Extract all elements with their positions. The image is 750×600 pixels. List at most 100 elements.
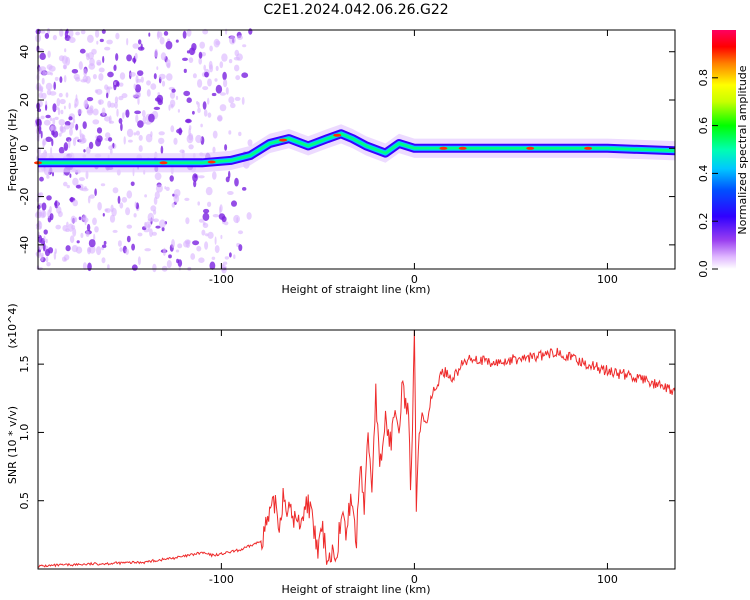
noise-blob — [225, 87, 229, 95]
noise-blob — [59, 28, 64, 37]
noise-blob — [204, 71, 209, 78]
noise-blob — [214, 78, 218, 82]
noise-blob — [118, 118, 123, 124]
noise-blob — [40, 130, 43, 139]
noise-blob — [152, 263, 157, 273]
noise-blob — [75, 123, 79, 131]
noise-blob — [37, 220, 41, 226]
noise-blob — [135, 75, 139, 84]
colorbar-tick-label: 0.6 — [697, 117, 710, 135]
noise-blob — [49, 117, 53, 122]
noise-blob — [176, 128, 183, 134]
noise-blob — [88, 63, 96, 70]
noise-blob — [234, 96, 241, 101]
noise-blob — [119, 202, 124, 209]
noise-blob — [171, 88, 176, 93]
y-tick-label: 20 — [18, 93, 31, 107]
ridge-hotspot — [279, 138, 288, 142]
noise-blob — [134, 201, 137, 208]
noise-blob — [186, 28, 192, 37]
noise-blob — [227, 191, 234, 195]
noise-blob — [126, 224, 133, 229]
noise-blob — [197, 107, 201, 114]
noise-blob — [126, 235, 131, 243]
noise-blob — [177, 259, 183, 267]
noise-blob — [207, 97, 210, 105]
noise-blob — [233, 56, 240, 61]
spectrogram-xlabel: Height of straight line (km) — [281, 283, 430, 296]
noise-blob — [203, 208, 210, 214]
noise-blob — [168, 254, 172, 259]
noise-blob — [45, 249, 50, 257]
noise-blob — [116, 81, 120, 87]
noise-blob — [72, 177, 79, 186]
noise-blob — [241, 72, 249, 78]
noise-blob — [185, 119, 191, 123]
noise-blob — [138, 145, 143, 152]
noise-blob — [77, 108, 83, 115]
noise-blob — [54, 116, 59, 120]
noise-blob — [107, 71, 114, 78]
noise-blob — [174, 193, 178, 199]
noise-blob — [215, 84, 223, 94]
noise-blob — [59, 98, 66, 105]
noise-blob — [222, 261, 228, 265]
noise-blob — [68, 102, 71, 110]
noise-blob — [229, 252, 232, 258]
noise-blob — [49, 213, 54, 221]
noise-blob — [198, 51, 203, 59]
noise-blob — [209, 45, 213, 52]
noise-blob — [107, 264, 110, 270]
noise-blob — [87, 52, 95, 60]
noise-blob — [219, 92, 226, 96]
noise-blob — [169, 91, 176, 99]
noise-blob — [95, 138, 102, 147]
noise-blob — [215, 65, 219, 71]
noise-blob — [225, 176, 230, 183]
noise-blob — [199, 41, 205, 49]
noise-blob — [102, 213, 105, 217]
noise-blob — [229, 35, 236, 45]
noise-blob — [231, 200, 237, 207]
noise-blob — [54, 76, 59, 81]
noise-blob — [129, 72, 136, 77]
noise-blob — [109, 102, 116, 108]
noise-blob — [55, 106, 59, 110]
noise-blob — [83, 149, 86, 153]
noise-blob — [155, 184, 163, 193]
noise-blob — [155, 225, 161, 229]
noise-blob — [219, 204, 223, 213]
noise-blob — [202, 101, 207, 110]
noise-blob — [204, 241, 209, 250]
noise-blob — [228, 170, 231, 179]
noise-blob — [188, 144, 194, 150]
noise-blob — [125, 109, 130, 118]
noise-blob — [224, 256, 230, 260]
noise-blob — [96, 40, 99, 45]
noise-blob — [75, 31, 80, 36]
noise-blob — [127, 139, 133, 143]
noise-blob — [41, 202, 47, 211]
noise-blob — [147, 223, 151, 231]
noise-blob — [126, 54, 132, 62]
noise-blob — [130, 181, 135, 187]
noise-blob — [175, 249, 180, 253]
noise-blob — [171, 202, 175, 208]
noise-blob — [160, 52, 167, 61]
noise-blob — [198, 257, 205, 264]
colorbar-tick-label: 0.2 — [697, 212, 710, 230]
noise-blob — [80, 29, 86, 35]
noise-blob — [165, 186, 170, 191]
noise-blob — [115, 32, 120, 40]
colorbar-gradient — [712, 30, 736, 269]
noise-blob — [56, 200, 59, 208]
noise-blob — [72, 227, 77, 237]
noise-blob — [222, 71, 227, 81]
noise-blob — [78, 177, 85, 182]
y-tick-label: 40 — [18, 45, 31, 59]
noise-blob — [45, 238, 48, 244]
noise-blob — [228, 130, 232, 135]
noise-blob — [207, 201, 212, 207]
noise-blob — [156, 94, 164, 103]
noise-blob — [200, 123, 203, 128]
